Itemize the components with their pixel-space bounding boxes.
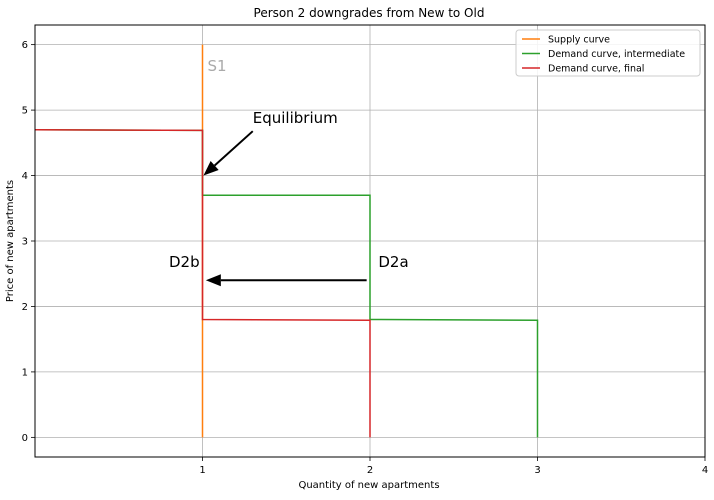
y-axis-label: Price of new apartments: [5, 180, 16, 302]
annotations: S1 Equilibrium D2a D2b: [169, 57, 409, 271]
x-axis-label: Quantity of new apartments: [298, 480, 439, 491]
equilibrium-arrow-head: [203, 161, 219, 176]
legend-label: Demand curve, final: [548, 64, 644, 75]
x-tick-label: 1: [199, 465, 205, 476]
y-tick-label: 1: [22, 367, 28, 378]
y-tick-label: 6: [22, 40, 28, 51]
y-tick-label: 0: [22, 433, 28, 444]
y-tick-label: 4: [22, 171, 28, 182]
y-tick-label: 5: [22, 106, 28, 117]
axis-ticks: 1 2 3 4 0 1 2 3 4 5 6: [22, 40, 709, 476]
y-tick-label: 3: [22, 237, 28, 248]
annotation-s1: S1: [208, 57, 227, 75]
legend-label: Supply curve: [548, 35, 610, 46]
x-tick-label: 2: [367, 465, 373, 476]
annotation-arrows: [203, 130, 367, 287]
legend: Supply curve Demand curve, intermediate De…: [515, 29, 701, 77]
chart-title: Person 2 downgrades from New to Old: [254, 6, 485, 20]
series-line: [34, 128, 371, 438]
legend-box: [515, 29, 701, 77]
legend-label: Demand curve, intermediate: [548, 49, 685, 60]
annotation-equilibrium: Equilibrium: [253, 109, 338, 127]
annotation-d2a: D2a: [378, 253, 408, 271]
y-tick-label: 2: [22, 302, 28, 313]
x-tick-label: 3: [534, 465, 540, 476]
equilibrium-arrow-shaft: [213, 130, 254, 167]
series-lines: [34, 44, 539, 438]
x-tick-label: 4: [702, 465, 708, 476]
annotation-d2b: D2b: [169, 253, 200, 271]
shift-arrow-head: [205, 274, 221, 287]
